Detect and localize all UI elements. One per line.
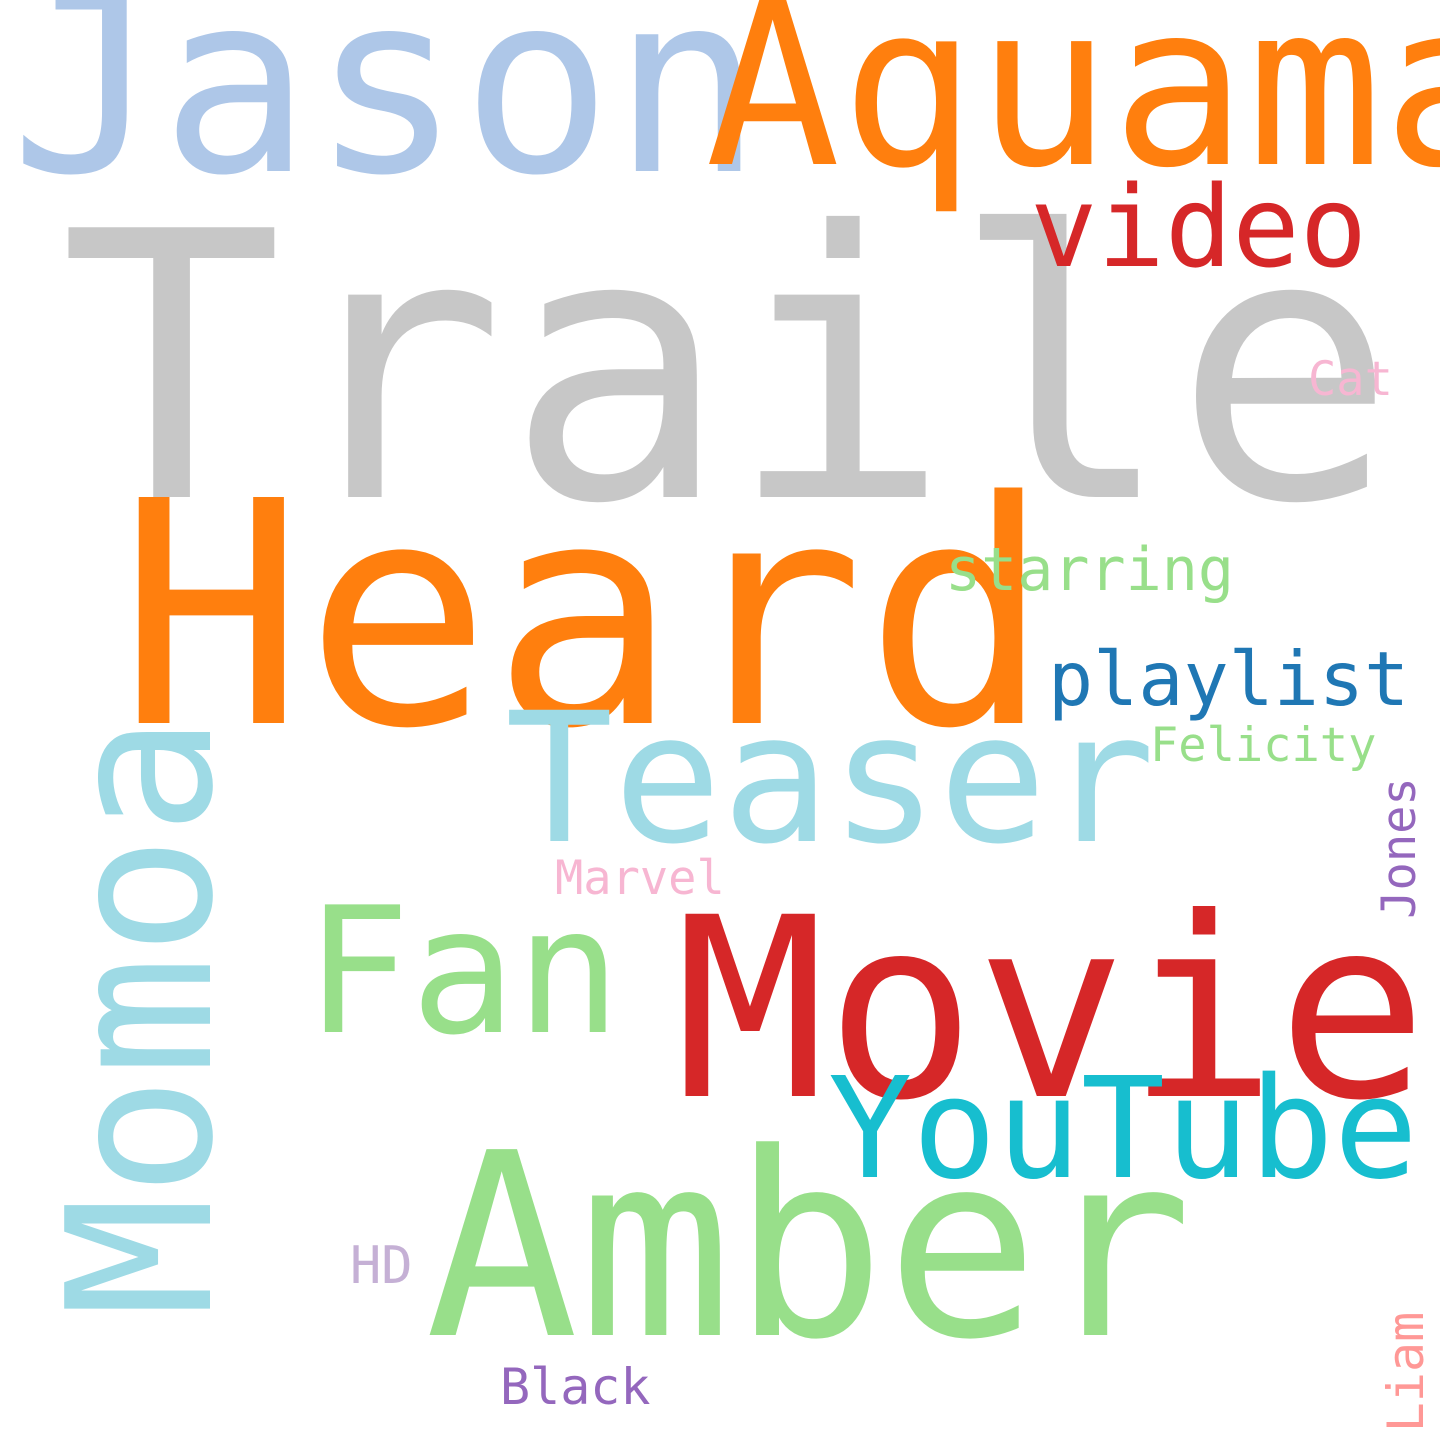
word-trailer: Trailer — [60, 155, 1440, 585]
word-aquaman: Aquaman — [705, 0, 1440, 218]
word-starring: starring — [945, 535, 1234, 605]
word-cat: Cat — [1308, 352, 1393, 407]
word-playlist: playlist — [1048, 635, 1410, 723]
word-felicity: Felicity — [1150, 718, 1377, 773]
word-marvel: Marvel — [555, 851, 725, 906]
word-fan: Fan — [305, 871, 622, 1074]
word-amber: Amber — [425, 1099, 1193, 1396]
word-momoa: Momoa — [25, 714, 258, 1317]
word-black: Black — [500, 1358, 651, 1416]
word-liam: Liam — [1377, 1311, 1435, 1433]
word-movie: Movie — [675, 864, 1428, 1155]
word-jason: Jason — [10, 0, 763, 230]
word-teaser: Teaser — [505, 675, 1156, 884]
word-jones: Jones — [1372, 777, 1427, 919]
word-video: video — [1030, 163, 1368, 293]
word-heard: Heard — [118, 436, 1052, 797]
word-hd: HD — [350, 1236, 413, 1296]
word-youtube: YouTube — [828, 1048, 1419, 1211]
